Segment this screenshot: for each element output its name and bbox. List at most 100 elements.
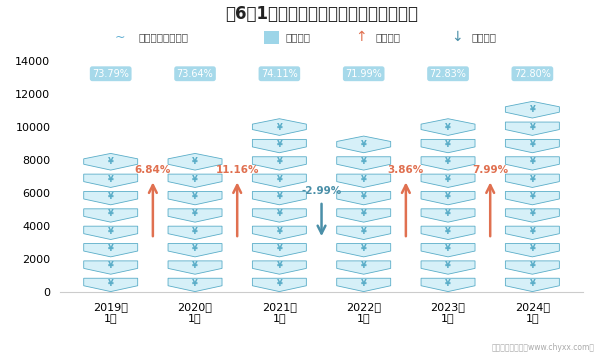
Polygon shape bbox=[337, 174, 391, 188]
Polygon shape bbox=[337, 136, 391, 153]
Polygon shape bbox=[168, 153, 222, 170]
Text: ¥: ¥ bbox=[192, 174, 198, 184]
Polygon shape bbox=[84, 278, 138, 292]
Polygon shape bbox=[252, 244, 307, 257]
Polygon shape bbox=[337, 226, 391, 240]
Title: 近6年1月全国累计原保险保费收入统计图: 近6年1月全国累计原保险保费收入统计图 bbox=[225, 5, 418, 23]
Polygon shape bbox=[421, 261, 475, 274]
Polygon shape bbox=[421, 119, 475, 135]
Text: 74.11%: 74.11% bbox=[261, 69, 297, 79]
Polygon shape bbox=[421, 278, 475, 292]
Text: ¥: ¥ bbox=[276, 209, 282, 218]
Polygon shape bbox=[168, 226, 222, 240]
Polygon shape bbox=[505, 157, 560, 170]
Text: ¥: ¥ bbox=[192, 209, 198, 218]
Text: ¥: ¥ bbox=[276, 157, 282, 166]
Text: 同比减少: 同比减少 bbox=[472, 32, 497, 42]
Polygon shape bbox=[84, 226, 138, 240]
Text: ¥: ¥ bbox=[445, 174, 451, 184]
Polygon shape bbox=[84, 209, 138, 222]
Polygon shape bbox=[421, 192, 475, 205]
Text: 3.86%: 3.86% bbox=[388, 164, 424, 174]
Polygon shape bbox=[421, 209, 475, 222]
Text: ¥: ¥ bbox=[445, 279, 451, 288]
Text: ¥: ¥ bbox=[361, 227, 367, 236]
Text: ¥: ¥ bbox=[276, 192, 282, 201]
Polygon shape bbox=[252, 209, 307, 222]
Text: ¥: ¥ bbox=[361, 279, 367, 288]
Polygon shape bbox=[84, 153, 138, 170]
Text: ↑: ↑ bbox=[355, 30, 367, 44]
Text: ¥: ¥ bbox=[445, 157, 451, 166]
Polygon shape bbox=[252, 174, 307, 188]
Polygon shape bbox=[337, 157, 391, 170]
Text: ¥: ¥ bbox=[192, 157, 198, 166]
Text: ¥: ¥ bbox=[529, 174, 535, 184]
Text: 73.64%: 73.64% bbox=[177, 69, 213, 79]
Polygon shape bbox=[421, 174, 475, 188]
Text: ¥: ¥ bbox=[529, 209, 535, 218]
Text: ↓: ↓ bbox=[451, 30, 463, 44]
Polygon shape bbox=[505, 192, 560, 205]
Polygon shape bbox=[252, 140, 307, 153]
Text: ¥: ¥ bbox=[361, 261, 367, 271]
Text: ¥: ¥ bbox=[276, 227, 282, 236]
Polygon shape bbox=[505, 226, 560, 240]
Text: ¥: ¥ bbox=[445, 192, 451, 201]
Polygon shape bbox=[168, 261, 222, 274]
Text: ¥: ¥ bbox=[361, 209, 367, 218]
Text: ¥: ¥ bbox=[192, 244, 198, 253]
Text: ¥: ¥ bbox=[192, 227, 198, 236]
Polygon shape bbox=[168, 209, 222, 222]
Polygon shape bbox=[505, 261, 560, 274]
Text: ¥: ¥ bbox=[529, 140, 535, 149]
Text: 72.80%: 72.80% bbox=[514, 69, 551, 79]
Polygon shape bbox=[337, 244, 391, 257]
Text: ¥: ¥ bbox=[361, 174, 367, 184]
Polygon shape bbox=[337, 209, 391, 222]
Text: ¥: ¥ bbox=[529, 105, 535, 114]
Polygon shape bbox=[252, 226, 307, 240]
Text: ¥: ¥ bbox=[276, 174, 282, 184]
Polygon shape bbox=[337, 278, 391, 292]
Text: ¥: ¥ bbox=[529, 244, 535, 253]
Polygon shape bbox=[168, 192, 222, 205]
Text: ¥: ¥ bbox=[276, 261, 282, 271]
Polygon shape bbox=[168, 174, 222, 188]
Polygon shape bbox=[421, 244, 475, 257]
Polygon shape bbox=[337, 261, 391, 274]
Text: ¥: ¥ bbox=[108, 192, 114, 201]
Text: -2.99%: -2.99% bbox=[302, 186, 341, 196]
Text: ¥: ¥ bbox=[445, 261, 451, 271]
Text: ¥: ¥ bbox=[529, 261, 535, 271]
Text: ¥: ¥ bbox=[108, 209, 114, 218]
Text: 累计保费（亿元）: 累计保费（亿元） bbox=[138, 32, 188, 42]
Polygon shape bbox=[252, 278, 307, 292]
Polygon shape bbox=[505, 278, 560, 292]
Polygon shape bbox=[505, 174, 560, 188]
Text: ¥: ¥ bbox=[192, 279, 198, 288]
Polygon shape bbox=[421, 226, 475, 240]
Text: 制图：智研咋询（www.chyxx.com）: 制图：智研咋询（www.chyxx.com） bbox=[492, 344, 595, 352]
Text: ¥: ¥ bbox=[108, 261, 114, 271]
Text: ¥: ¥ bbox=[276, 122, 282, 132]
Text: ¥: ¥ bbox=[108, 279, 114, 288]
Polygon shape bbox=[84, 192, 138, 205]
Text: ¥: ¥ bbox=[192, 192, 198, 201]
Text: ¥: ¥ bbox=[108, 227, 114, 236]
Text: ¥: ¥ bbox=[529, 157, 535, 166]
Text: ¥: ¥ bbox=[445, 227, 451, 236]
Text: ¥: ¥ bbox=[361, 192, 367, 201]
Polygon shape bbox=[168, 278, 222, 292]
Text: ¥: ¥ bbox=[276, 244, 282, 253]
Text: ¥: ¥ bbox=[529, 122, 535, 132]
Text: ¥: ¥ bbox=[529, 279, 535, 288]
Text: ¥: ¥ bbox=[529, 227, 535, 236]
Text: ¥: ¥ bbox=[108, 174, 114, 184]
Polygon shape bbox=[252, 192, 307, 205]
Text: 73.79%: 73.79% bbox=[93, 69, 129, 79]
Text: ¥: ¥ bbox=[361, 140, 367, 149]
Polygon shape bbox=[505, 209, 560, 222]
Text: 72.83%: 72.83% bbox=[430, 69, 466, 79]
Text: ¥: ¥ bbox=[276, 279, 282, 288]
